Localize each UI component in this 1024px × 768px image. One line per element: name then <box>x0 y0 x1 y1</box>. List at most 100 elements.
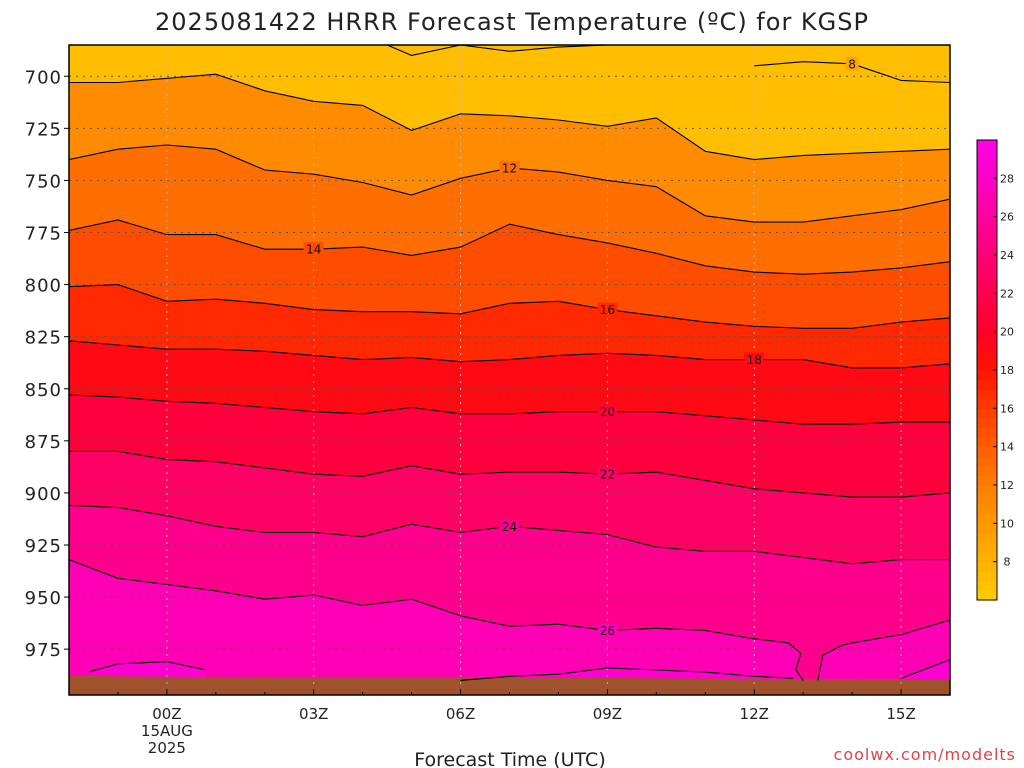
contour-label-22: 22 <box>600 468 615 482</box>
colorbar-segment <box>977 312 997 323</box>
plot-area: 8 12 14 16 18 20 22 24 26 <box>69 45 950 695</box>
source-credit[interactable]: coolwx.com/modelts <box>834 745 1016 764</box>
colorbar-segment <box>977 398 997 409</box>
colorbar-segment <box>977 532 997 544</box>
contour-label-24: 24 <box>502 520 517 534</box>
xtick-date-label: 15AUG <box>141 722 193 740</box>
colorbar-segment <box>977 360 997 371</box>
ground-fill <box>69 675 950 695</box>
ytick-label-950: 950 <box>25 588 62 609</box>
contour-26-9 <box>69 559 804 681</box>
xtick-label-12Z: 12Z <box>740 705 769 723</box>
xtick-label-03Z: 03Z <box>299 705 328 723</box>
contour-18-5 <box>69 340 950 369</box>
colorbar-segment <box>977 379 997 390</box>
colorbar-segment <box>977 456 997 467</box>
colorbar-segment <box>977 274 997 285</box>
colorbar-segment <box>977 437 997 448</box>
colorbar-segment <box>977 571 997 582</box>
colorbar-label-12: 12 <box>1000 479 1014 492</box>
colorbar-segment <box>977 523 997 534</box>
colorbar-label-16: 16 <box>1000 402 1014 415</box>
colorbar-segment <box>977 187 997 199</box>
contour-label-8: 8 <box>848 57 856 71</box>
contour-label-bg-14 <box>303 242 324 257</box>
contour-14-3 <box>69 219 950 275</box>
contour-label-12: 12 <box>502 161 517 175</box>
contour-label-bg-8 <box>845 56 859 71</box>
colorbar-segment <box>977 197 997 208</box>
colorbar: 8 10 12 14 16 18 20 22 24 26 28 <box>976 139 1014 601</box>
contour-22-7 <box>69 450 950 498</box>
xtick-label-00Z: 00Z <box>152 705 181 723</box>
ytick-label-825: 825 <box>25 328 62 349</box>
contour-label-bg-24 <box>499 519 520 534</box>
band-26-left <box>69 559 804 695</box>
colorbar-segment <box>977 494 997 505</box>
y-axis: 700 725 750 775 800 825 850 875 900 925 950 975 <box>25 67 69 661</box>
colorbar-label-18: 18 <box>1000 364 1014 377</box>
chart-title: 2025081422 HRRR Forecast Temperature (ºC… <box>155 8 869 36</box>
colorbar-segment <box>977 264 997 275</box>
colorbar-segment <box>977 216 997 227</box>
colorbar-label-24: 24 <box>1000 249 1014 262</box>
colorbar-segment <box>977 341 997 352</box>
colorbar-segment <box>977 302 997 314</box>
contour-28-12 <box>460 667 794 681</box>
colorbar-label-10: 10 <box>1000 517 1014 530</box>
contour-28-13 <box>900 659 950 679</box>
contour-16-4 <box>69 284 950 329</box>
colorbar-segment <box>977 446 997 457</box>
colorbar-segment <box>977 350 997 362</box>
colorbar-label-26: 26 <box>1000 211 1014 224</box>
ground-surface <box>69 675 950 695</box>
colorbar-segment <box>977 226 997 237</box>
colorbar-segment <box>977 255 997 266</box>
contour-label-bg-22 <box>597 467 618 482</box>
contour-label-18: 18 <box>747 353 762 367</box>
ytick-label-800: 800 <box>25 276 62 297</box>
ytick-label-850: 850 <box>25 380 62 401</box>
xtick-label-09Z: 09Z <box>593 705 622 723</box>
colorbar-segment <box>977 513 997 524</box>
temperature-bands <box>69 45 950 695</box>
contour-label-bg-20 <box>597 404 618 419</box>
colorbar-segment <box>977 283 997 294</box>
contour-label-26: 26 <box>600 624 615 638</box>
colorbar-segment <box>977 389 997 400</box>
colorbar-segment <box>977 417 997 429</box>
colorbar-segment <box>977 178 997 189</box>
colorbar-segment <box>977 475 997 486</box>
contour-labels: 8 12 14 16 18 20 22 24 26 <box>303 56 859 638</box>
ytick-label-875: 875 <box>25 432 62 453</box>
colorbar-segment <box>977 207 997 218</box>
contour-label-14: 14 <box>306 243 321 257</box>
colorbar-segment <box>977 542 997 553</box>
contour-8-14 <box>386 45 608 56</box>
colorbar-segment <box>977 149 997 160</box>
contour-label-bg-12 <box>499 160 520 175</box>
contour-label-bg-16 <box>597 302 618 317</box>
ytick-label-750: 750 <box>25 171 62 192</box>
contour-26-10 <box>817 619 950 681</box>
colorbar-segment <box>977 331 997 342</box>
colorbar-label-14: 14 <box>1000 441 1014 454</box>
colorbar-segment <box>977 590 997 601</box>
colorbar-segment <box>977 552 997 563</box>
ytick-label-975: 975 <box>25 640 62 661</box>
colorbar-label-20: 20 <box>1000 326 1014 339</box>
colorbar-label-28: 28 <box>1000 172 1014 185</box>
x-axis-label: Forecast Time (UTC) <box>414 749 605 768</box>
colorbar-segment <box>977 159 997 170</box>
ytick-label-700: 700 <box>25 67 62 88</box>
contour-label-bg-18 <box>744 352 765 367</box>
ytick-label-775: 775 <box>25 224 62 245</box>
ytick-label-925: 925 <box>25 536 62 557</box>
xtick-label-06Z: 06Z <box>446 705 475 723</box>
contour-label-20: 20 <box>600 405 615 419</box>
colorbar-segment <box>977 465 997 477</box>
colorbar-segment <box>977 580 997 592</box>
colorbar-segment <box>977 561 997 572</box>
colorbar-segment <box>977 408 997 419</box>
